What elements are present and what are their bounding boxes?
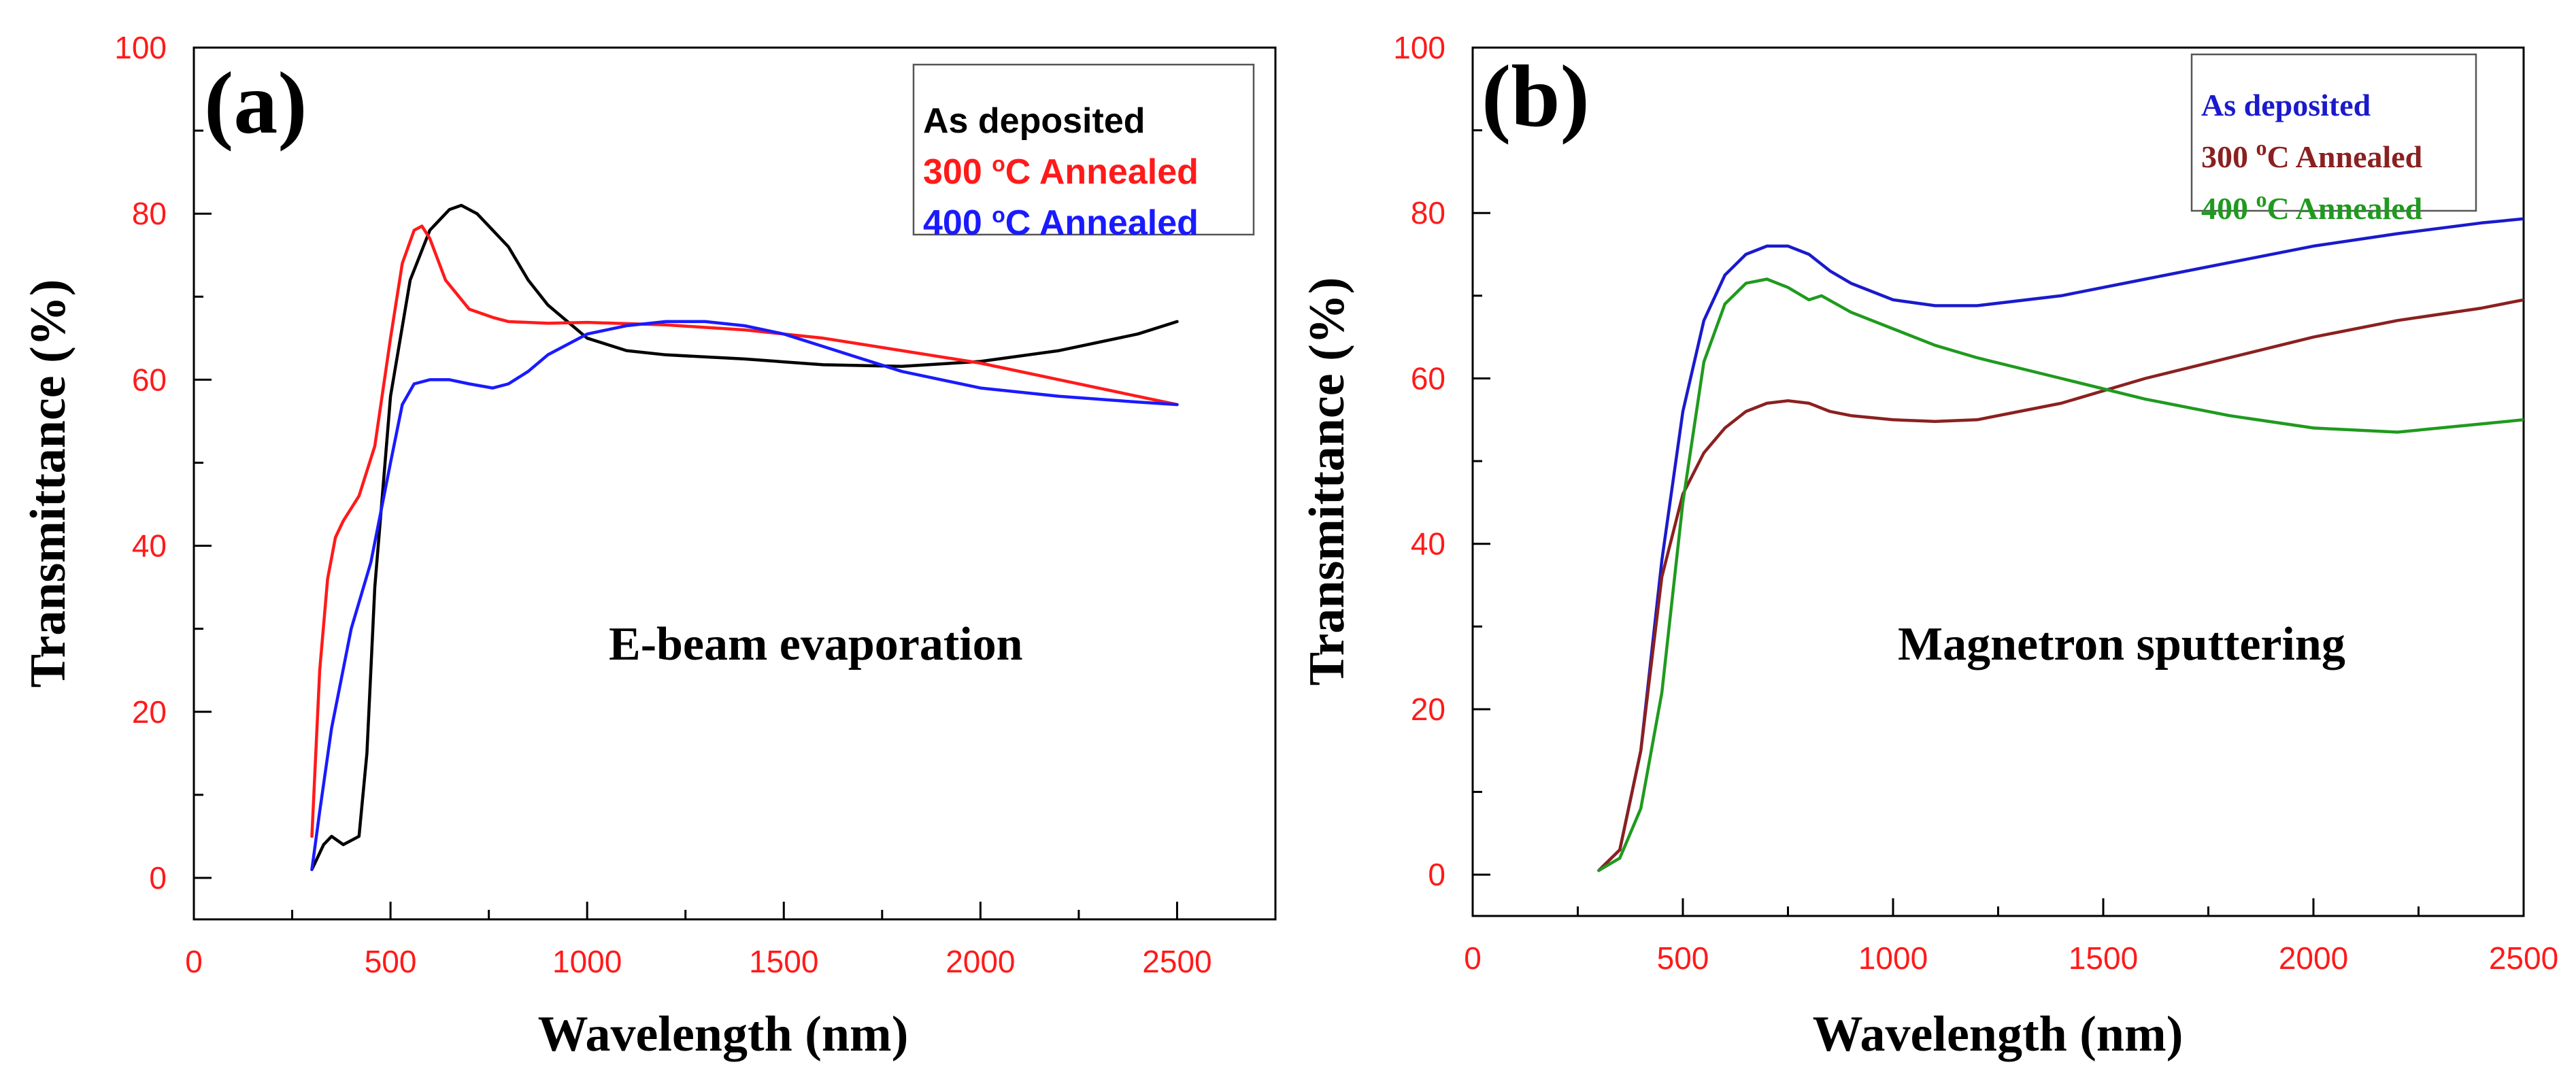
y-axis-title-a: Transmittance (%): [20, 279, 76, 688]
y-tick-label-b: 80: [1411, 195, 1445, 231]
y-tick-label-a: 0: [149, 860, 167, 896]
x-tick-label-b: 1000: [1858, 940, 1928, 976]
legend-entry-b-2: 300 oC Annealed: [2201, 135, 2423, 174]
legend-entry-a-2: 300 oC Annealed: [923, 152, 1199, 192]
y-tick-label-b: 100: [1393, 30, 1445, 65]
x-axis-title-b: Wavelength (nm): [1813, 1006, 2184, 1062]
x-tick-label-a: 1000: [552, 944, 622, 979]
method-annotation-a: E-beam evaporation: [609, 618, 1023, 670]
y-tick-label-a: 80: [132, 196, 167, 231]
legend-box-a: [912, 63, 1255, 236]
x-tick-label-b: 1500: [2069, 940, 2138, 976]
x-tick-label-a: 0: [185, 944, 203, 979]
series-line-b-3: [1597, 277, 2524, 872]
series-line-b-1: [1597, 217, 2524, 872]
y-tick-label-b: 0: [1428, 857, 1445, 892]
legend-a: As deposited 300 oC Annealed 400 oC Anneal…: [912, 63, 1255, 243]
x-tick-label-a: 1500: [749, 944, 818, 979]
series-line-a-1: [310, 203, 1179, 871]
series-line-b-2: [1597, 298, 2524, 872]
plot-frame-a: [193, 46, 1277, 921]
legend-entry-b-1: As deposited: [2201, 88, 2371, 122]
method-annotation-b: Magnetron sputtering: [1898, 618, 2345, 670]
chart-panel-a: 0 500 1000 1500 2000 2500 0 20 40 60 80 100 Waveleng…: [20, 30, 1277, 1062]
chart-panel-b: 0 500 1000 1500 2000 2500 0 20 40 60 80 100 Waveleng…: [1299, 30, 2558, 1062]
y-tick-label-b: 60: [1411, 360, 1445, 396]
x-tick-label-b: 2000: [2279, 940, 2348, 976]
series-line-a-2: [310, 224, 1179, 838]
panel-label-a: (a): [204, 54, 307, 152]
y-tick-label-a: 20: [132, 694, 167, 730]
series-line-a-3: [310, 320, 1179, 871]
x-tick-label-a: 500: [365, 944, 417, 979]
y-tick-label-b: 40: [1411, 526, 1445, 562]
legend-b: As deposited 300 oC Annealed 400 oC Anneal…: [2190, 53, 2477, 226]
y-tick-label-b: 20: [1411, 692, 1445, 727]
x-tick-label-a: 2500: [1142, 944, 1211, 979]
legend-entry-a-3: 400 oC Annealed: [923, 203, 1199, 243]
y-tick-label-a: 100: [114, 30, 167, 65]
panel-label-b: (b): [1482, 48, 1590, 146]
x-axis-title-a: Wavelength (nm): [538, 1006, 909, 1062]
x-tick-label-b: 0: [1464, 940, 1482, 976]
legend-entry-b-3: 400 oC Annealed: [2201, 187, 2423, 226]
x-tick-label-b: 500: [1657, 940, 1709, 976]
y-tick-label-a: 40: [132, 528, 167, 564]
y-axis-title-b: Transmittance (%): [1299, 277, 1355, 686]
legend-box-b: [2190, 53, 2477, 212]
x-tick-label-b: 2500: [2489, 940, 2558, 976]
legend-entry-a-1: As deposited: [923, 101, 1145, 141]
x-tick-label-a: 2000: [946, 944, 1015, 979]
y-tick-label-a: 60: [132, 362, 167, 397]
